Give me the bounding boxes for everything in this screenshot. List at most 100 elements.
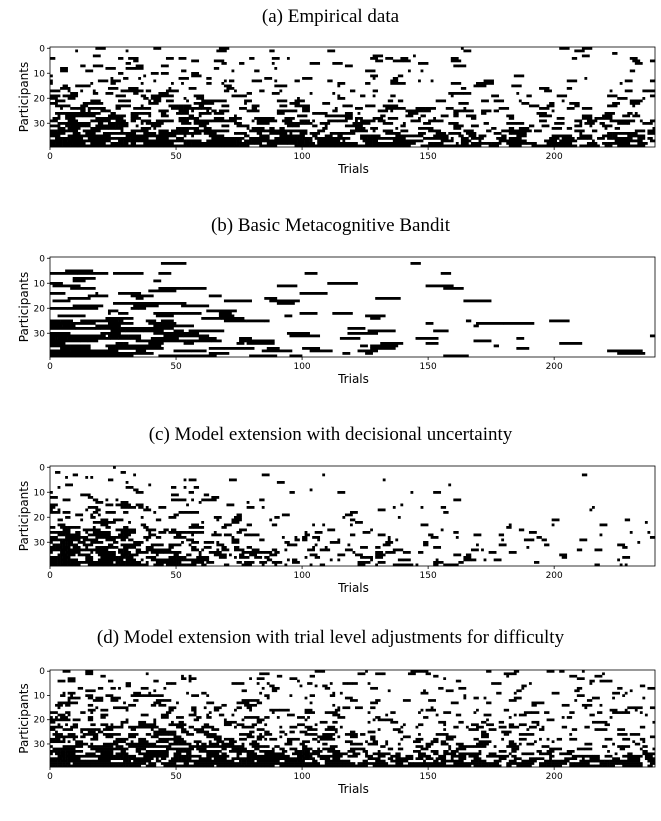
heatmap-cell — [269, 764, 275, 768]
heatmap-cell — [85, 493, 91, 497]
heatmap-cell — [130, 112, 137, 115]
heatmap-cell — [571, 57, 578, 60]
heatmap-cell — [561, 725, 568, 729]
heatmap-cell — [171, 759, 179, 763]
heatmap-cell — [246, 319, 265, 323]
heatmap-cell — [483, 122, 489, 125]
heatmap-cell — [183, 144, 187, 148]
heatmap-cell — [67, 677, 76, 680]
heatmap-cell — [120, 506, 129, 509]
heatmap-cell — [105, 735, 109, 739]
heatmap-cell — [90, 561, 94, 564]
heatmap-cell — [239, 759, 242, 763]
heatmap-cell — [286, 57, 290, 60]
heatmap-cell — [102, 762, 106, 765]
x-tick-label: 100 — [293, 362, 310, 372]
heatmap-cell — [221, 757, 227, 761]
heatmap-cell — [397, 730, 404, 734]
heatmap-cell — [110, 142, 119, 145]
heatmap-cell — [276, 132, 283, 135]
heatmap-cell — [450, 59, 462, 63]
heatmap-cell — [297, 723, 305, 727]
heatmap-cell — [206, 694, 210, 697]
heatmap-cell — [191, 523, 200, 527]
heatmap-cell — [453, 764, 462, 768]
heatmap-cell — [375, 553, 379, 557]
heatmap-cell — [193, 526, 202, 529]
heatmap-cell — [264, 551, 273, 554]
heatmap-cell — [234, 762, 240, 765]
heatmap-cell — [128, 87, 139, 90]
heatmap-cell — [171, 563, 174, 567]
heatmap-cell — [649, 334, 656, 338]
heatmap-cell — [355, 521, 363, 524]
heatmap-cell — [191, 558, 200, 562]
heatmap-cell — [155, 536, 162, 539]
heatmap-cell — [143, 112, 152, 115]
heatmap-cell — [143, 74, 147, 78]
heatmap-cell — [60, 558, 68, 562]
heatmap-cell — [208, 294, 222, 298]
heatmap-cell — [377, 553, 386, 557]
heatmap-cell — [402, 59, 411, 63]
heatmap-cell — [97, 541, 104, 544]
heatmap-cell — [153, 324, 179, 328]
heatmap-cell — [420, 691, 429, 695]
panel-title: (a) Empirical data — [261, 6, 400, 27]
heatmap-cell — [236, 754, 240, 758]
heatmap-cell — [377, 144, 381, 148]
heatmap-cell — [87, 294, 109, 298]
heatmap-cell — [418, 752, 426, 756]
heatmap-cell — [85, 553, 91, 557]
heatmap-cell — [488, 144, 500, 148]
heatmap-cell — [90, 541, 94, 544]
heatmap-cell — [100, 142, 104, 145]
heatmap-cell — [304, 725, 313, 729]
heatmap-cell — [312, 546, 315, 549]
heatmap-cell — [178, 511, 184, 514]
heatmap-cell — [153, 511, 157, 514]
heatmap-cell — [62, 526, 68, 529]
heatmap-cell — [160, 713, 169, 717]
heatmap-cell — [239, 737, 245, 741]
heatmap-cell — [271, 759, 278, 763]
heatmap-cell — [62, 84, 68, 88]
heatmap-cell — [269, 754, 278, 758]
heatmap-cell — [460, 762, 467, 765]
heatmap-cell — [420, 144, 426, 148]
heatmap-cell — [458, 747, 467, 751]
x-tick-label: 100 — [293, 772, 310, 782]
x-tick-label: 200 — [546, 772, 563, 782]
heatmap-cell — [629, 69, 636, 73]
heatmap-cell — [60, 319, 73, 323]
heatmap-cell — [629, 733, 636, 736]
heatmap-cell — [67, 307, 99, 310]
heatmap-cell — [334, 754, 343, 758]
heatmap-cell — [181, 304, 210, 308]
heatmap-cell — [178, 759, 182, 763]
heatmap-cell — [642, 752, 648, 756]
heatmap-cell — [155, 548, 159, 552]
heatmap-cell — [443, 764, 452, 768]
heatmap-cell — [491, 94, 500, 98]
heatmap-cell — [173, 553, 179, 557]
heatmap-cell — [95, 750, 104, 753]
heatmap-cell — [249, 551, 258, 554]
heatmap-cell — [110, 124, 116, 128]
heatmap-cell — [624, 518, 631, 522]
heatmap-cell — [148, 483, 152, 487]
heatmap-cell — [286, 762, 295, 765]
heatmap-cell — [420, 708, 424, 712]
heatmap-cell — [153, 754, 162, 758]
heatmap-cell — [418, 79, 421, 83]
heatmap-cell — [531, 538, 535, 542]
heatmap-cell — [82, 742, 89, 746]
heatmap-cell — [261, 757, 265, 761]
heatmap-cell — [642, 89, 648, 93]
heatmap-cell — [206, 129, 210, 133]
heatmap-cell — [208, 742, 212, 746]
y-axis-label: Participants — [17, 481, 31, 552]
heatmap-cell — [448, 747, 452, 751]
heatmap-cell — [186, 691, 189, 695]
heatmap-cell — [50, 292, 66, 295]
